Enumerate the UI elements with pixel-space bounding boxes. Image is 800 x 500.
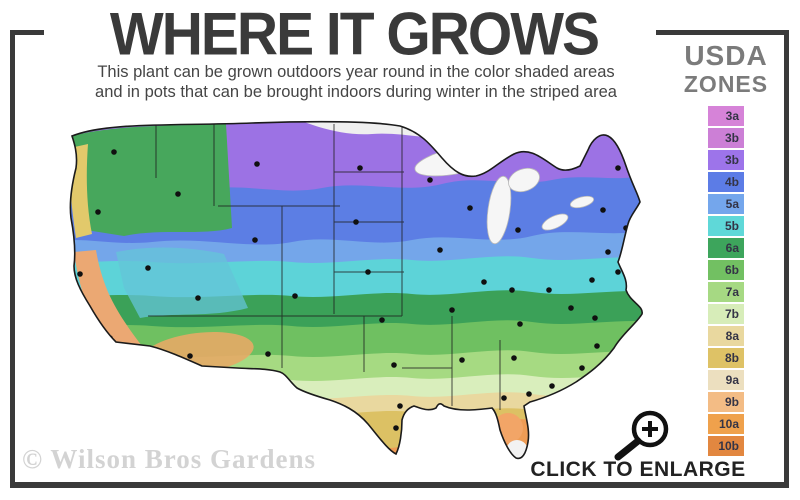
city-dot xyxy=(565,433,571,439)
city-dot xyxy=(515,227,521,233)
city-dot xyxy=(77,271,83,277)
magnifier-zoom-icon[interactable] xyxy=(608,404,678,462)
city-dot xyxy=(437,247,443,253)
subtitle-line-2: and in pots that can be brought indoors … xyxy=(95,83,617,101)
us-map-svg[interactable] xyxy=(52,110,666,472)
city-dot xyxy=(449,307,455,313)
city-dot xyxy=(145,265,151,271)
city-dot xyxy=(187,353,193,359)
subtitle-line-1: This plant can be grown outdoors year ro… xyxy=(97,63,615,81)
city-dot xyxy=(589,277,595,283)
city-dot xyxy=(427,177,433,183)
legend-zone-list: 3a 3b 3b 4b 5a 5b 6a 6b 7a 7b 8a 8b 9a 9b 10a 10b xyxy=(708,106,744,458)
city-dot xyxy=(568,305,574,311)
legend-zone-swatch: 8b xyxy=(708,348,744,368)
legend-zone-swatch: 5a xyxy=(708,194,744,214)
city-dot xyxy=(615,165,621,171)
frame-top-right-segment xyxy=(656,30,789,35)
city-dot xyxy=(579,365,585,371)
legend-zone-swatch: 8a xyxy=(708,326,744,346)
legend-zone-swatch: 10b xyxy=(708,436,744,456)
city-dot xyxy=(592,315,598,321)
legend-title: USDA ZONES xyxy=(660,42,792,96)
legend-zone-swatch: 7a xyxy=(708,282,744,302)
legend-title-usda: USDA xyxy=(684,40,768,71)
subtitle: This plant can be grown outdoors year ro… xyxy=(48,62,664,102)
legend-zone-swatch: 10a xyxy=(708,414,744,434)
legend-zone-swatch: 3b xyxy=(708,128,744,148)
legend-zone-swatch: 4b xyxy=(708,172,744,192)
city-dot xyxy=(549,383,555,389)
legend-zone-swatch: 3b xyxy=(708,150,744,170)
usda-zone-map[interactable] xyxy=(52,110,666,472)
frame-left-border xyxy=(10,30,15,487)
city-dot xyxy=(615,269,621,275)
frame-top-left-segment xyxy=(10,30,44,35)
city-dot xyxy=(379,317,385,323)
legend-zone-swatch: 9b xyxy=(708,392,744,412)
city-dot xyxy=(467,205,473,211)
page-title: WHERE IT GROWS xyxy=(109,1,600,69)
city-dot xyxy=(175,191,181,197)
frame-right-border xyxy=(784,30,789,487)
city-dot xyxy=(365,269,371,275)
city-dot xyxy=(526,391,532,397)
city-dot xyxy=(95,209,101,215)
legend-zone-swatch: 5b xyxy=(708,216,744,236)
city-dot xyxy=(393,425,399,431)
city-dot xyxy=(111,149,117,155)
city-dot xyxy=(600,207,606,213)
legend-zone-swatch: 3a xyxy=(708,106,744,126)
city-dot xyxy=(357,165,363,171)
city-dot xyxy=(546,287,552,293)
legend-zone-swatch: 9a xyxy=(708,370,744,390)
legend-zone-swatch: 6b xyxy=(708,260,744,280)
city-dot xyxy=(594,343,600,349)
city-dot xyxy=(353,219,359,225)
legend-zone-swatch: 7b xyxy=(708,304,744,324)
city-dot xyxy=(265,351,271,357)
us-outline xyxy=(69,120,643,460)
city-dot xyxy=(254,161,260,167)
city-dot xyxy=(481,279,487,285)
city-dot xyxy=(511,355,517,361)
legend-zone-swatch: 6a xyxy=(708,238,744,258)
city-dot xyxy=(459,357,465,363)
city-dot xyxy=(391,362,397,368)
city-dot xyxy=(195,295,201,301)
city-dot xyxy=(501,395,507,401)
zone-color-bands xyxy=(70,121,643,459)
city-dot xyxy=(252,237,258,243)
city-dot xyxy=(517,321,523,327)
legend-title-zones: ZONES xyxy=(683,71,769,97)
city-dot xyxy=(292,293,298,299)
city-dot xyxy=(477,413,483,419)
frame-bottom-border xyxy=(10,482,789,488)
city-dot xyxy=(397,403,403,409)
click-to-enlarge-label[interactable]: CLICK TO ENLARGE xyxy=(530,458,746,481)
city-dot xyxy=(605,249,611,255)
watermark: © Wilson Bros Gardens xyxy=(22,444,316,474)
city-dot xyxy=(509,287,515,293)
